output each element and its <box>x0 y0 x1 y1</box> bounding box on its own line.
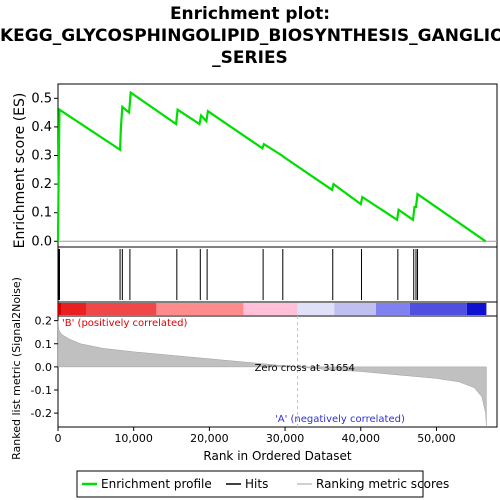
es-ytick-label: 0.0 <box>31 234 52 249</box>
es-ytick-label: 0.4 <box>31 120 52 135</box>
correlation-bar-segment <box>243 303 298 315</box>
negative-correlation-label: 'A' (negatively correlated) <box>275 414 405 425</box>
metric-ytick-label: -0.2 <box>31 407 52 420</box>
legend-hits-label: Hits <box>245 477 268 491</box>
correlation-bar-segment <box>466 303 487 315</box>
correlation-bar-segment <box>334 303 376 315</box>
metric-xtick-label: 40,000 <box>342 432 381 445</box>
es-ytick-label: 0.2 <box>31 177 52 192</box>
es-ytick-label: 0.1 <box>31 206 52 221</box>
hits-area <box>57 246 498 303</box>
metric-ytick-label: 0.2 <box>35 315 53 328</box>
correlation-bar-panel <box>57 301 498 317</box>
correlation-bar-segment <box>61 303 87 315</box>
es-ytick-label: 0.5 <box>31 91 52 106</box>
correlation-bar-segment <box>86 303 157 315</box>
correlation-bar-segment <box>156 303 244 315</box>
metric-xtick-label: 10,000 <box>114 432 153 445</box>
chart-title: Enrichment plot: KEGG_GLYCOSPHINGOLIPID_… <box>0 3 500 69</box>
correlation-bar-segment <box>375 303 410 315</box>
es-plot-area <box>57 83 498 248</box>
correlation-bar-segment <box>58 303 62 315</box>
metric-y-axis-label: Ranked list metric (Signal2Noise) <box>10 277 23 460</box>
metric-xtick-label: 30,000 <box>266 432 305 445</box>
metric-xtick-label: 20,000 <box>190 432 229 445</box>
title-line-2: KEGG_GLYCOSPHINGOLIPID_BIOSYNTHESIS_GANG… <box>0 26 500 46</box>
ranked-metric-panel: Zero cross at 31654 'B' (positively corre… <box>10 277 498 463</box>
metric-ytick-label: 0.1 <box>35 338 53 351</box>
hits-panel <box>57 246 498 303</box>
correlation-bar-segment <box>409 303 467 315</box>
metric-x-axis-label: Rank in Ordered Dataset <box>203 449 351 463</box>
title-line-3: _SERIES <box>212 48 288 68</box>
metric-ytick-label: 0.0 <box>35 361 53 374</box>
metric-ytick-label: -0.1 <box>31 384 52 397</box>
zero-cross-label: Zero cross at 31654 <box>255 363 355 374</box>
metric-xtick-label: 0 <box>55 432 62 445</box>
legend-ranking-label: Ranking metric scores <box>316 477 449 491</box>
legend-enrichment-label: Enrichment profile <box>101 477 212 491</box>
es-axis-label: Enrichment score (ES) <box>12 93 28 249</box>
enrichment-profile-line <box>56 90 487 243</box>
title-line-1: Enrichment plot: <box>169 4 331 24</box>
legend-box <box>76 470 424 498</box>
legend: Enrichment profile Hits Ranking metric sco… <box>76 470 449 498</box>
correlation-bar-segment <box>297 303 335 315</box>
metric-xtick-label: 50,000 <box>417 432 456 445</box>
positive-correlation-label: 'B' (positively correlated) <box>62 318 187 329</box>
es-ytick-label: 0.3 <box>31 148 52 163</box>
